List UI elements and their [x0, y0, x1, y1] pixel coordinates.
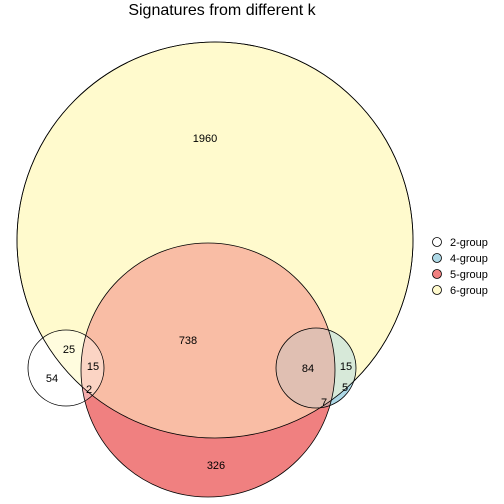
- region-4-only-count: 5: [342, 382, 348, 394]
- legend-label-2-group: 2-group: [450, 237, 488, 249]
- region-2-5-6-count: 15: [87, 361, 99, 373]
- set-2-group-outline: [27, 329, 105, 407]
- set-5-group-outline: [80, 242, 336, 498]
- legend-item-6-group: 6-group: [432, 285, 488, 297]
- legend-item-4-group: 4-group: [432, 253, 488, 265]
- set-6-group-outline: [16, 41, 414, 439]
- legend-item-5-group: 5-group: [432, 269, 488, 281]
- legend-swatch-5-group: [432, 269, 442, 279]
- region-6-only-count: 1960: [193, 133, 217, 145]
- legend-swatch-6-group: [432, 285, 442, 295]
- region-2-6-count: 25: [63, 344, 75, 356]
- diagram-title: Signatures from different k: [128, 2, 316, 19]
- region-2-5-count: 2: [86, 384, 92, 396]
- legend-swatch-2-group: [432, 237, 442, 247]
- set-4-5-6-overlap: [276, 328, 335, 408]
- set-2-group-circle: [28, 330, 104, 406]
- region-4-5-count: 7: [321, 397, 327, 409]
- region-5-only-count: 326: [207, 460, 225, 472]
- legend: 2-group 4-group 5-group 6-group: [432, 237, 488, 297]
- legend-item-2-group: 2-group: [432, 237, 488, 249]
- region-2-only-count: 54: [46, 373, 58, 385]
- set-4-group-outline: [275, 327, 357, 409]
- legend-label-4-group: 4-group: [450, 253, 488, 265]
- region-5-6-count: 738: [179, 335, 197, 347]
- region-4-6-count: 15: [340, 361, 352, 373]
- legend-label-6-group: 6-group: [450, 285, 488, 297]
- legend-label-5-group: 5-group: [450, 269, 488, 281]
- region-4-5-6-count: 84: [302, 363, 314, 375]
- legend-swatch-4-group: [432, 253, 442, 263]
